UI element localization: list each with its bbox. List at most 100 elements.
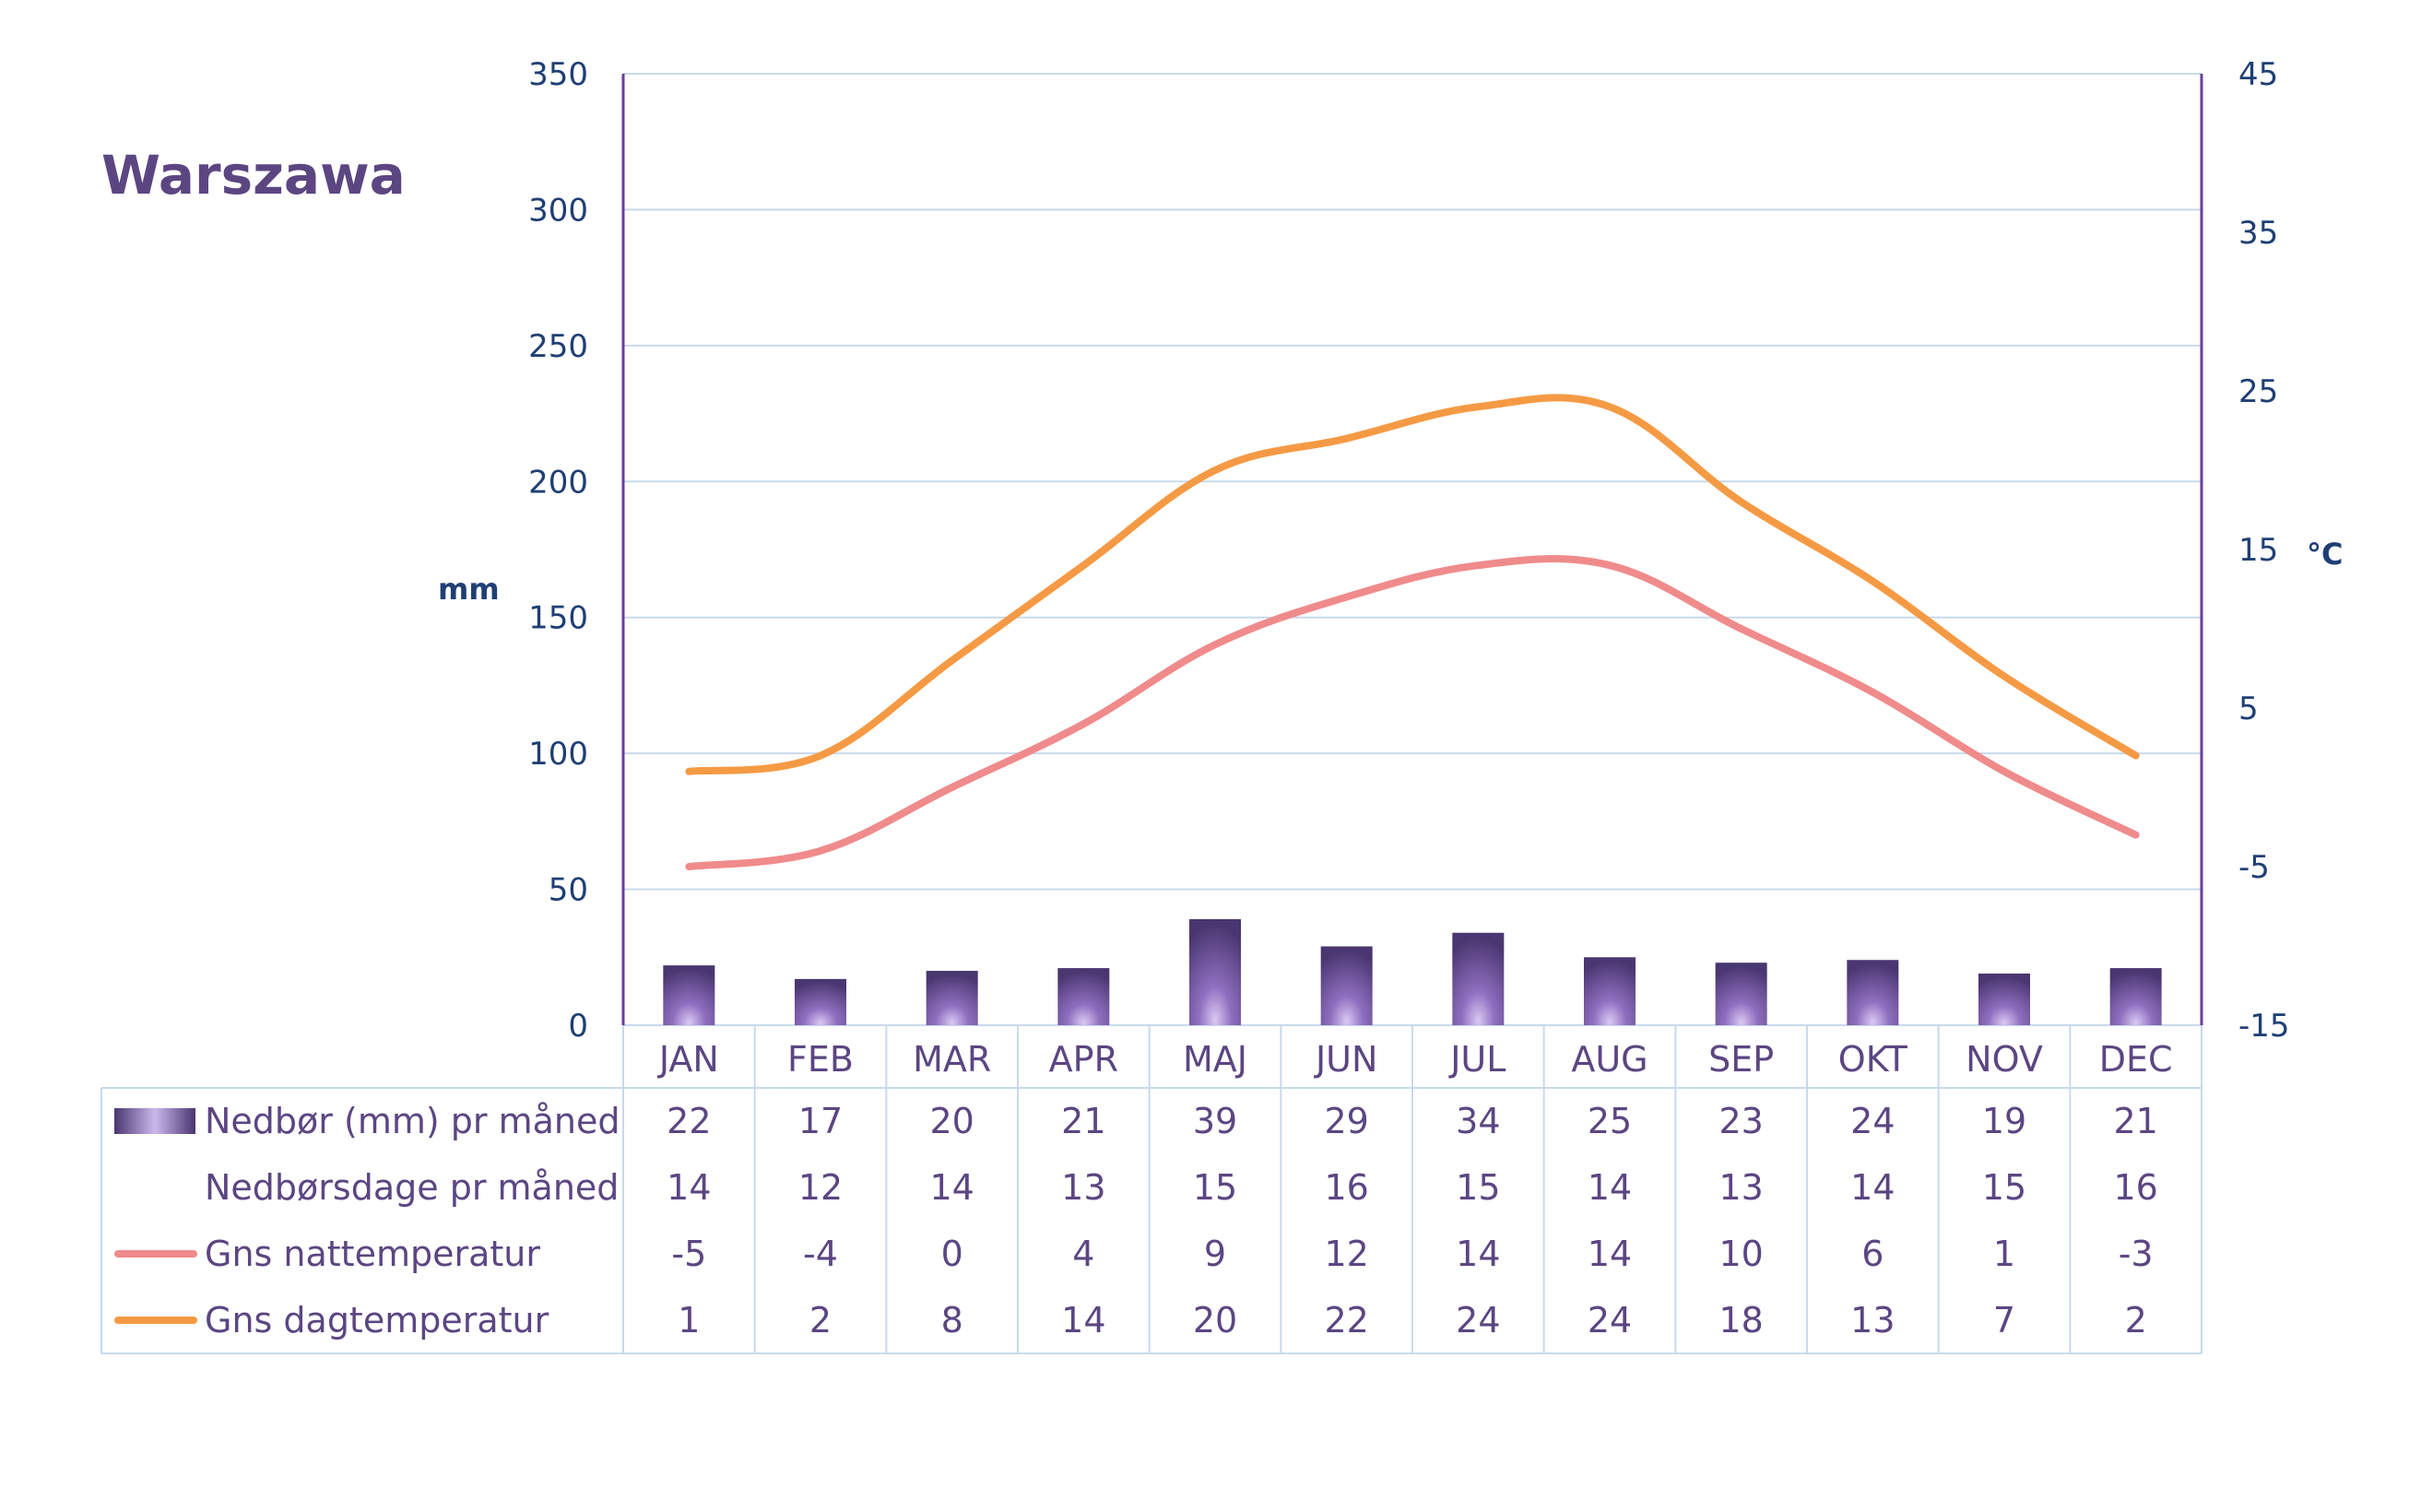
y-left-unit: mm [438,572,500,607]
table-cell: 29 [1324,1101,1368,1141]
table-cell: 15 [1982,1167,2026,1208]
table-cell: 24 [1456,1300,1500,1341]
x-tick-label: MAR [913,1039,991,1080]
y-right-tick-label: 25 [2238,373,2278,410]
precipitation-bar [1189,919,1241,1025]
table-cell: -4 [803,1234,838,1274]
y-left-tick-label: 50 [549,872,588,909]
table-cell: 2 [809,1300,832,1341]
precipitation-bar [663,965,715,1025]
table-cell: 1 [678,1300,700,1341]
precipitation-bar [1452,932,1505,1025]
table-cell: 0 [941,1234,963,1274]
x-tick-label: AUG [1571,1039,1647,1080]
precipitation-bar [1057,968,1110,1025]
table-cell: 19 [1982,1101,2026,1141]
table-cell: 4 [1072,1234,1094,1274]
table-cell: 2 [2125,1300,2147,1341]
y-right-tick-label: -5 [2238,849,2270,886]
y-right-tick-label: 15 [2238,532,2278,569]
table-row-label: Nedbørsdage pr måned [205,1167,619,1208]
precipitation-bar [1320,946,1373,1025]
table-cell: 15 [1193,1167,1237,1208]
table-cell: 15 [1456,1167,1500,1208]
y-left-tick-label: 150 [528,600,588,637]
table-cell: 14 [1456,1234,1500,1274]
precipitation-bar [926,971,978,1025]
precipitation-bars [663,919,2162,1025]
table-cell: 23 [1718,1101,1763,1141]
table-cell: 9 [1204,1234,1226,1274]
precipitation-bar [795,978,846,1025]
table-cell: 39 [1193,1101,1237,1141]
table-cell: 10 [1718,1234,1763,1274]
x-tick-label: JUN [1314,1039,1377,1080]
night-temperature-line [685,555,2140,870]
table-cell: 22 [1324,1300,1368,1341]
chart-title: Warszawa [101,144,406,207]
x-tick-label: OKT [1838,1039,1908,1080]
table-cell: 20 [1193,1300,1237,1341]
x-tick-label: JAN [657,1039,719,1080]
y-right-tick-label: 5 [2238,691,2259,727]
x-tick-label: NOV [1966,1039,2043,1080]
table-cell: 12 [798,1167,843,1208]
table-cell: 12 [1324,1234,1368,1274]
table-cell: 20 [929,1101,974,1141]
table-cell: 14 [1588,1234,1632,1274]
y-right-ticks: -15 -5 5 15 25 35 45 [2238,56,2290,1045]
table-cell: 21 [1061,1101,1105,1141]
legend-key-precipitation [114,1108,195,1134]
table-cell: 24 [1588,1300,1632,1341]
table-row-label: Nedbør (mm) pr måned [205,1101,620,1141]
y-left-tick-label: 300 [528,192,588,229]
table-cell: 6 [1861,1234,1884,1274]
axes [621,74,2203,1025]
table-cell: 8 [941,1300,963,1341]
y-left-tick-label: 100 [528,736,588,773]
y-right-tick-label: 35 [2238,215,2278,252]
precipitation-bar [1847,960,1899,1025]
table-cell: 13 [1718,1167,1763,1208]
table-cell: 25 [1588,1101,1632,1141]
table-cell: 24 [1850,1101,1895,1141]
table-cell: 21 [2113,1101,2157,1141]
x-tick-label: DEC [2099,1039,2173,1080]
x-tick-label: JUL [1448,1039,1506,1080]
precipitation-bar [1978,973,2030,1025]
precipitation-bar [1584,957,1636,1025]
gridlines [623,73,2202,1026]
x-tick-label: MAJ [1183,1039,1247,1080]
y-left-tick-label: 250 [528,328,588,365]
precipitation-bar [1715,963,1767,1025]
data-table: JAN FEB MAR APR MAJ JUN JUL AUG SEP OKT NOV DEC Nedb… [100,1025,2202,1354]
temperature-lines [685,394,2140,870]
y-right-tick-label: 45 [2238,56,2278,93]
table-cell: 17 [798,1101,843,1141]
table-cell: 1 [1993,1234,2015,1274]
table-cell: 13 [1061,1167,1105,1208]
y-left-ticks: 0 50 100 150 200 250 300 350 [528,56,588,1045]
table-cell: 16 [1324,1167,1368,1208]
table-cell: -5 [671,1234,706,1274]
table-cell: 14 [1061,1300,1105,1341]
table-row-label: Gns dagtemperatur [205,1300,549,1341]
table-cell: 14 [1850,1167,1895,1208]
x-tick-label: SEP [1708,1039,1774,1080]
day-temperature-line [685,394,2140,775]
y-left-tick-label: 200 [528,464,588,501]
x-tick-label: APR [1049,1039,1118,1080]
y-right-tick-label: -15 [2238,1008,2290,1045]
table-cell: 14 [667,1167,711,1208]
table-cell: 13 [1850,1300,1895,1341]
y-left-tick-label: 0 [568,1008,588,1045]
y-left-tick-label: 350 [528,56,588,93]
table-row-label: Gns nattemperatur [205,1234,540,1274]
precipitation-bar [2109,968,2162,1025]
table-cell: 14 [929,1167,974,1208]
table-cell: 7 [1993,1300,2015,1341]
table-cell: 34 [1456,1101,1500,1141]
table-cell: 16 [2113,1167,2157,1208]
table-cell: -3 [2119,1234,2154,1274]
